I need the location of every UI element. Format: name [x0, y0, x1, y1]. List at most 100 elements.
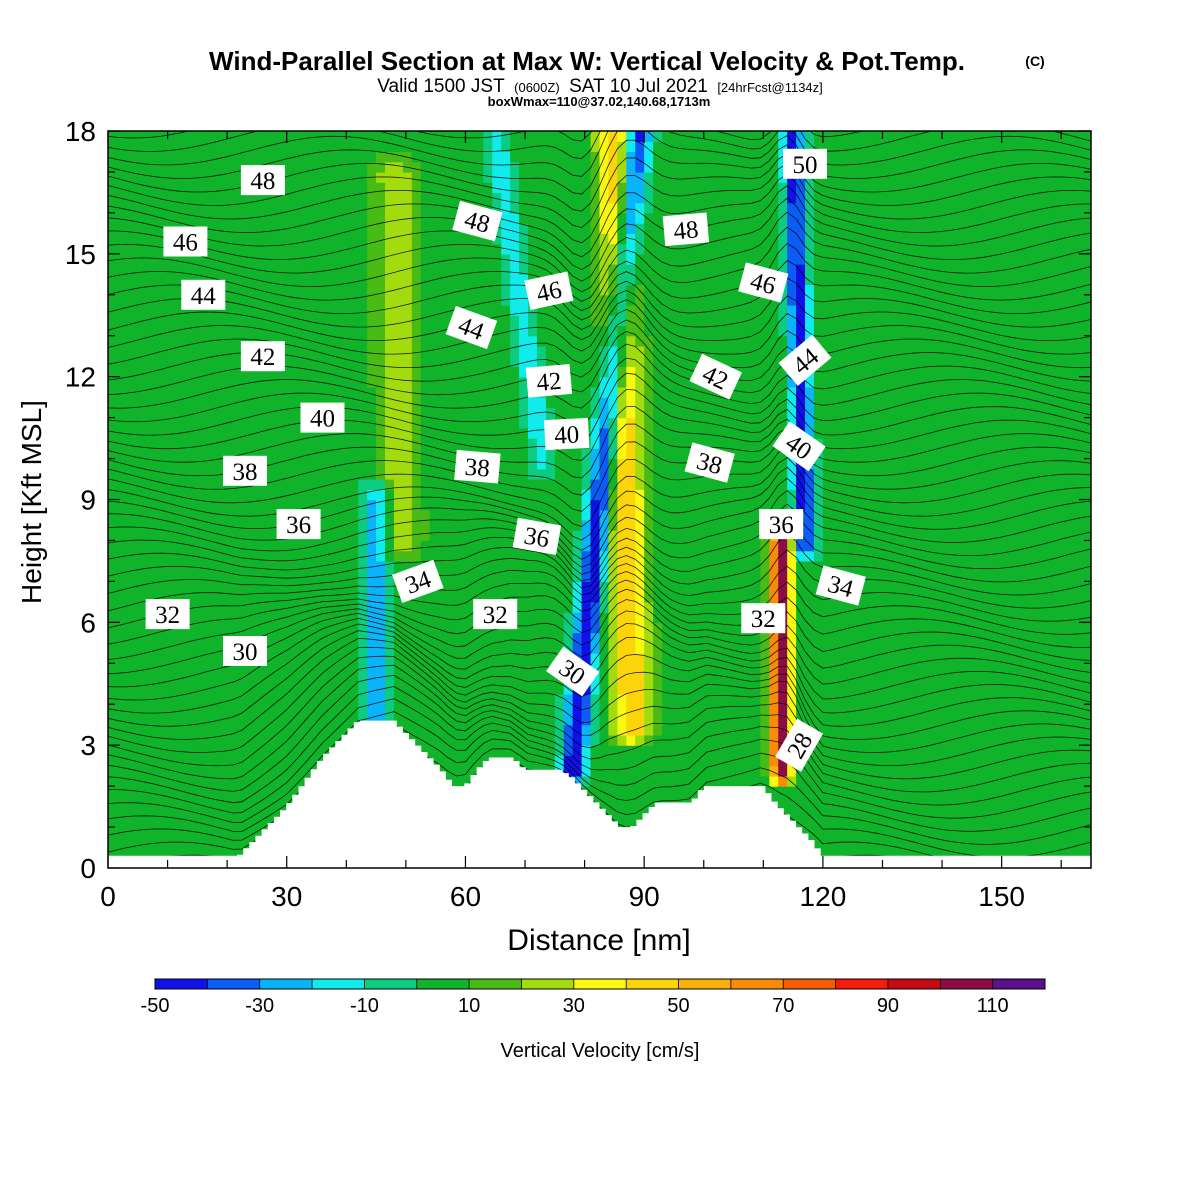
- velocity-cell: [617, 806, 627, 818]
- velocity-cell: [599, 305, 610, 316]
- velocity-cell: [233, 775, 243, 787]
- velocity-cell: [617, 693, 627, 705]
- velocity-cell: [108, 601, 118, 613]
- velocity-cell: [599, 509, 610, 521]
- velocity-cell: [715, 141, 726, 153]
- velocity-cell: [635, 325, 645, 337]
- velocity-cell: [152, 530, 163, 542]
- velocity-cell: [456, 161, 467, 173]
- velocity-cell: [411, 131, 422, 142]
- velocity-cell: [376, 182, 386, 194]
- velocity-cell: [474, 192, 484, 204]
- velocity-cell: [197, 274, 207, 286]
- velocity-cell: [224, 345, 234, 357]
- velocity-cell: [376, 427, 386, 439]
- velocity-cell: [420, 294, 431, 306]
- velocity-cell: [653, 284, 663, 296]
- velocity-cell: [528, 192, 538, 204]
- velocity-cell: [706, 427, 717, 439]
- velocity-cell: [402, 632, 413, 644]
- velocity-cell: [519, 438, 529, 449]
- velocity-cell: [626, 704, 636, 716]
- velocity-cell: [519, 632, 529, 644]
- velocity-cell: [617, 612, 627, 623]
- velocity-cell: [286, 786, 297, 797]
- velocity-cell: [233, 376, 243, 388]
- velocity-cell: [322, 591, 333, 603]
- velocity-cell: [662, 601, 672, 613]
- velocity-cell: [340, 315, 350, 327]
- velocity-cell: [429, 683, 440, 695]
- velocity-cell: [662, 775, 672, 787]
- velocity-cell: [590, 479, 601, 490]
- velocity-cell: [215, 315, 225, 327]
- velocity-cell: [715, 417, 726, 429]
- velocity-cell: [340, 335, 350, 347]
- velocity-cell: [277, 591, 288, 603]
- velocity-cell: [376, 560, 386, 572]
- velocity-cell: [474, 386, 484, 398]
- velocity-cell: [429, 161, 440, 173]
- velocity-cell: [286, 775, 297, 787]
- velocity-cell: [206, 663, 216, 675]
- velocity-cell: [492, 673, 502, 685]
- velocity-cell: [152, 407, 163, 419]
- velocity-cell: [510, 438, 520, 449]
- velocity-cell: [233, 714, 243, 726]
- velocity-cell: [215, 448, 225, 460]
- velocity-cell: [125, 693, 136, 705]
- velocity-cell: [179, 212, 190, 224]
- velocity-cell: [510, 305, 520, 316]
- velocity-cell: [304, 468, 315, 480]
- velocity-cell: [492, 192, 502, 204]
- velocity-cell: [152, 724, 163, 736]
- velocity-cell: [635, 519, 645, 531]
- velocity-cell: [125, 468, 136, 480]
- velocity-cell: [313, 305, 324, 316]
- velocity-cell: [554, 141, 565, 153]
- velocity-cell: [108, 612, 118, 623]
- velocity-cell: [242, 673, 252, 685]
- velocity-cell: [662, 458, 672, 470]
- velocity-cell: [697, 202, 708, 214]
- velocity-cell: [706, 161, 717, 173]
- velocity-cell: [626, 550, 636, 562]
- velocity-cell: [340, 724, 350, 736]
- velocity-cell: [215, 243, 225, 255]
- velocity-cell: [474, 366, 484, 378]
- velocity-cell: [358, 325, 368, 337]
- velocity-cell: [679, 530, 690, 542]
- velocity-cell: [644, 622, 654, 634]
- velocity-cell: [536, 704, 547, 716]
- velocity-cell: [206, 345, 216, 357]
- velocity-cell: [590, 734, 601, 746]
- velocity-cell: [644, 192, 654, 204]
- velocity-cell: [635, 612, 645, 623]
- velocity-cell: [358, 499, 368, 511]
- velocity-cell: [188, 663, 198, 675]
- velocity-cell: [134, 714, 145, 726]
- velocity-cell: [510, 243, 520, 255]
- velocity-cell: [331, 243, 341, 255]
- velocity-cell: [572, 274, 583, 286]
- velocity-cell: [662, 653, 672, 664]
- velocity-cell: [519, 366, 529, 378]
- velocity-cell: [170, 673, 181, 685]
- velocity-cell: [626, 786, 636, 797]
- velocity-cell: [411, 151, 422, 163]
- velocity-cell: [385, 407, 395, 419]
- velocity-cell: [697, 335, 708, 347]
- velocity-cell: [447, 683, 458, 695]
- velocity-cell: [304, 386, 315, 398]
- velocity-cell: [635, 693, 645, 705]
- velocity-cell: [367, 663, 377, 675]
- velocity-cell: [331, 560, 341, 572]
- velocity-cell: [617, 632, 627, 644]
- velocity-cell: [581, 745, 592, 757]
- velocity-cell: [447, 264, 458, 275]
- velocity-cell: [465, 274, 475, 286]
- velocity-cell: [653, 786, 663, 797]
- velocity-cell: [438, 171, 449, 183]
- velocity-cell: [474, 540, 484, 552]
- velocity-cell: [474, 673, 484, 685]
